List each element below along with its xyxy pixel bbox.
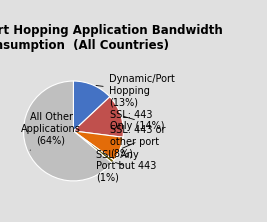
Title: SSL and Port Hopping Application Bandwidth
Consumption  (All Countries): SSL and Port Hopping Application Bandwid… <box>0 24 223 52</box>
Wedge shape <box>73 97 123 137</box>
Text: SSL: 443
Only (14%): SSL: 443 Only (14%) <box>110 110 164 131</box>
Wedge shape <box>73 131 123 160</box>
Text: SSL: 443 or
other port
(8%): SSL: 443 or other port (8%) <box>110 125 165 158</box>
Wedge shape <box>73 81 110 131</box>
Wedge shape <box>73 131 114 163</box>
Text: SSL: Any
Port but 443
(1%): SSL: Any Port but 443 (1%) <box>96 150 156 183</box>
Wedge shape <box>23 81 112 181</box>
Text: All Other
Applications
(64%): All Other Applications (64%) <box>21 112 81 150</box>
Text: Dynamic/Port
Hopping
(13%): Dynamic/Port Hopping (13%) <box>96 74 175 108</box>
